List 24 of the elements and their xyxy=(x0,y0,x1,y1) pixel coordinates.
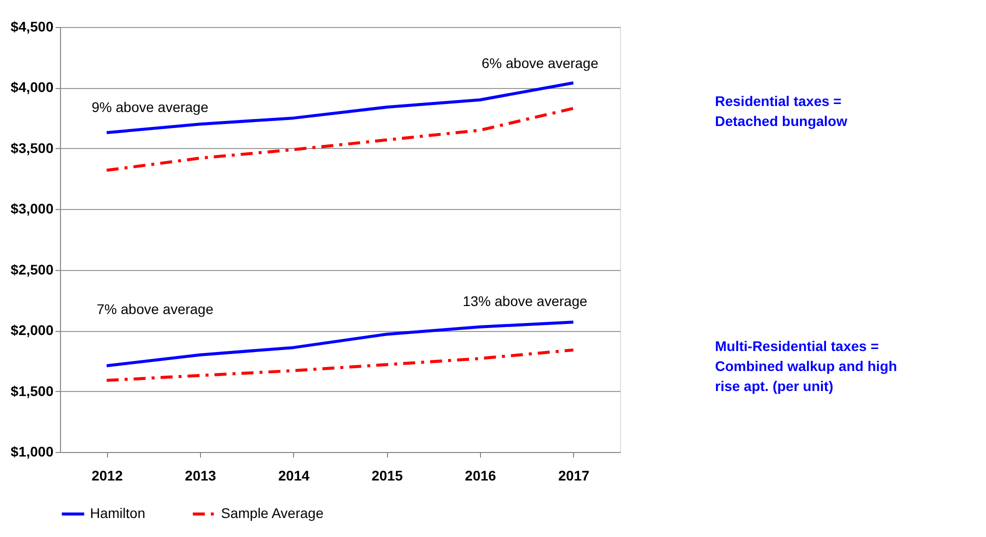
annotation: 6% above average xyxy=(482,55,599,71)
x-tick-label: 2016 xyxy=(464,468,496,484)
text: Residential taxes = Detached bungalow xyxy=(715,93,848,129)
x-tick-label: 2012 xyxy=(92,468,123,484)
x-tick-label: 2015 xyxy=(372,468,403,484)
x-tick-label: 2017 xyxy=(558,468,590,484)
y-tick-label: $4,000 xyxy=(10,79,54,96)
y-tick-label: $3,000 xyxy=(10,200,54,217)
legend-label: Sample Average xyxy=(221,505,324,521)
x-tick-label: 2013 xyxy=(184,468,216,484)
line-series xyxy=(105,320,575,368)
y-tick-label: $1,000 xyxy=(10,444,54,460)
y-tick-label: $1,500 xyxy=(10,382,54,399)
x-tick-label: 2014 xyxy=(278,468,310,484)
annotation: 7% above average xyxy=(96,301,214,317)
y-tick-label: $4,500 xyxy=(10,18,54,34)
annotation: 9% above average xyxy=(92,99,209,115)
y-tick-label: $3,500 xyxy=(10,140,54,156)
legend-label: Hamilton xyxy=(90,505,146,521)
y-tick-label: $2,500 xyxy=(10,261,54,278)
y-tick-label: $2,000 xyxy=(10,322,54,338)
text: Multi-Residential taxes = Combined walkup and high rise apt. (per unit) xyxy=(715,338,897,394)
annotation: 13% above average xyxy=(462,293,588,309)
line-series xyxy=(105,348,575,382)
